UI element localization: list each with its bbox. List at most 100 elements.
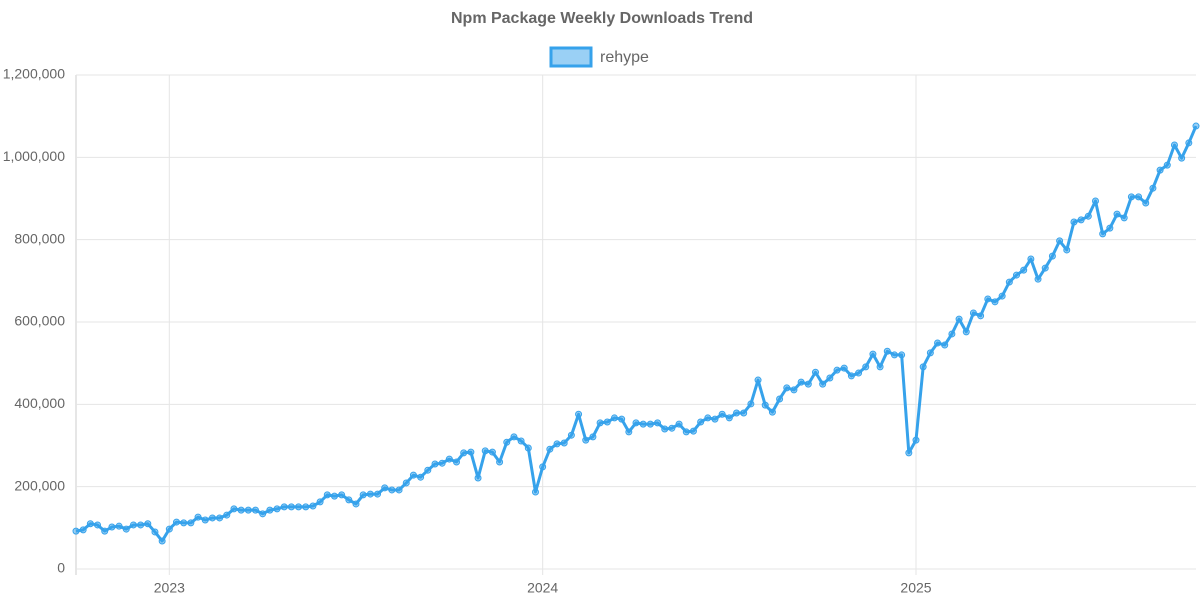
data-point <box>1084 212 1092 220</box>
data-point <box>1056 237 1064 245</box>
data-point <box>567 431 575 439</box>
data-point <box>919 363 927 371</box>
legend-swatch <box>549 46 593 68</box>
data-point <box>488 448 496 456</box>
data-point <box>582 436 590 444</box>
data-point <box>445 455 453 463</box>
data-point <box>697 418 705 426</box>
y-tick-label: 0 <box>57 560 65 576</box>
data-point <box>1163 161 1171 169</box>
data-point <box>201 516 209 524</box>
data-point <box>797 378 805 386</box>
data-point <box>733 409 741 417</box>
data-point <box>998 292 1006 300</box>
data-point <box>1063 246 1071 254</box>
data-point <box>862 363 870 371</box>
data-point <box>811 368 819 376</box>
data-point <box>316 498 324 506</box>
data-point <box>173 518 181 526</box>
data-point <box>926 349 934 357</box>
data-point <box>682 428 690 436</box>
data-point <box>948 330 956 338</box>
data-point <box>539 463 547 471</box>
data-point <box>955 315 963 323</box>
data-point <box>345 496 353 504</box>
data-point <box>575 410 583 418</box>
data-point <box>553 440 561 448</box>
data-point <box>388 486 396 494</box>
data-point <box>273 505 281 513</box>
data-point <box>962 328 970 336</box>
data-point <box>216 514 224 522</box>
data-point <box>381 484 389 492</box>
data-point <box>740 409 748 417</box>
data-point <box>460 449 468 457</box>
data-point <box>646 420 654 428</box>
y-tick-label: 400,000 <box>14 395 65 411</box>
data-point <box>338 491 346 499</box>
data-point <box>402 479 410 487</box>
data-point <box>718 410 726 418</box>
data-point <box>101 527 109 535</box>
data-point <box>790 386 798 394</box>
data-point <box>689 427 697 435</box>
data-point <box>855 369 863 377</box>
data-point <box>883 347 891 355</box>
data-point <box>1041 264 1049 272</box>
data-point <box>1156 166 1164 174</box>
data-point <box>1113 210 1121 218</box>
data-point <box>244 506 252 514</box>
data-point <box>417 473 425 481</box>
data-point <box>984 295 992 303</box>
y-tick-label: 800,000 <box>14 230 65 246</box>
data-point <box>876 363 884 371</box>
data-point <box>869 350 877 358</box>
data-point <box>1077 216 1085 224</box>
data-point <box>438 459 446 467</box>
x-tick-label: 2023 <box>154 580 185 596</box>
data-point <box>223 511 231 519</box>
data-point <box>977 312 985 320</box>
data-point <box>395 486 403 494</box>
data-point <box>603 418 611 426</box>
data-point <box>409 471 417 479</box>
data-point <box>898 351 906 359</box>
data-point <box>309 502 317 510</box>
data-point <box>151 528 159 536</box>
data-point <box>1120 214 1128 222</box>
data-point <box>1048 252 1056 260</box>
data-point <box>1149 184 1157 192</box>
y-tick-label: 1,000,000 <box>3 148 65 164</box>
data-point <box>280 503 288 511</box>
data-point <box>1027 255 1035 263</box>
data-point <box>467 448 475 456</box>
data-point <box>481 447 489 455</box>
data-point <box>1135 193 1143 201</box>
data-point <box>840 364 848 372</box>
data-point <box>474 474 482 482</box>
data-point <box>1070 218 1078 226</box>
data-point <box>625 428 633 436</box>
data-point <box>503 438 511 446</box>
data-point <box>711 415 719 423</box>
data-point <box>969 309 977 317</box>
data-point <box>1013 271 1021 279</box>
data-point <box>668 424 676 432</box>
data-point <box>618 415 626 423</box>
data-point <box>129 521 137 529</box>
y-tick-label: 200,000 <box>14 477 65 493</box>
data-point <box>589 433 597 441</box>
data-point <box>259 510 267 518</box>
data-point <box>158 537 166 545</box>
data-point <box>510 433 518 441</box>
data-point <box>912 436 920 444</box>
data-point <box>531 488 539 496</box>
data-point <box>704 414 712 422</box>
data-point <box>1005 278 1013 286</box>
data-point <box>1091 197 1099 205</box>
data-point <box>517 437 525 445</box>
data-point <box>847 372 855 380</box>
y-tick-label: 600,000 <box>14 313 65 329</box>
data-point <box>323 491 331 499</box>
